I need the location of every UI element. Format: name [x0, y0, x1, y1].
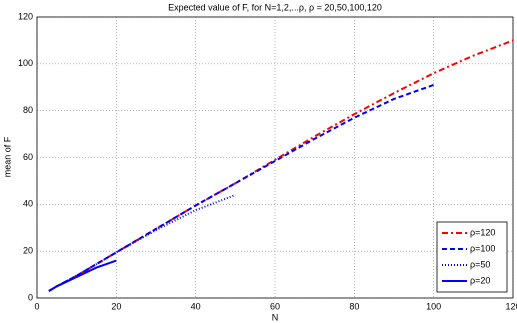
series-line — [48, 39, 514, 292]
chart-title: Expected value of F, for N=1,2,...ρ, ρ =… — [168, 2, 382, 12]
series-line — [48, 83, 435, 292]
legend-label: ρ=20 — [470, 275, 490, 285]
legend-label: ρ=50 — [470, 259, 490, 269]
plot-border — [36, 16, 514, 299]
y-axis-label: mean of F — [2, 136, 12, 177]
x-tick-label: 20 — [111, 301, 121, 311]
x-tick-label: 100 — [426, 301, 441, 311]
x-axis-label: N — [272, 312, 279, 322]
x-tick-label: 120 — [505, 301, 517, 311]
x-tick-label: 0 — [34, 301, 39, 311]
x-tick-label: 40 — [191, 301, 201, 311]
y-tick-label: 40 — [23, 199, 33, 209]
legend-label: ρ=100 — [470, 243, 495, 253]
y-tick-label: 120 — [18, 11, 33, 21]
y-tick-label: 80 — [23, 105, 33, 115]
x-tick-label: 80 — [349, 301, 359, 311]
legend-label: ρ=120 — [470, 227, 495, 237]
y-tick-label: 0 — [28, 292, 33, 302]
y-tick-label: 60 — [23, 152, 33, 162]
series-line — [48, 259, 117, 292]
y-tick-label: 100 — [18, 58, 33, 68]
x-tick-label: 60 — [270, 301, 280, 311]
y-tick-label: 20 — [23, 246, 33, 256]
